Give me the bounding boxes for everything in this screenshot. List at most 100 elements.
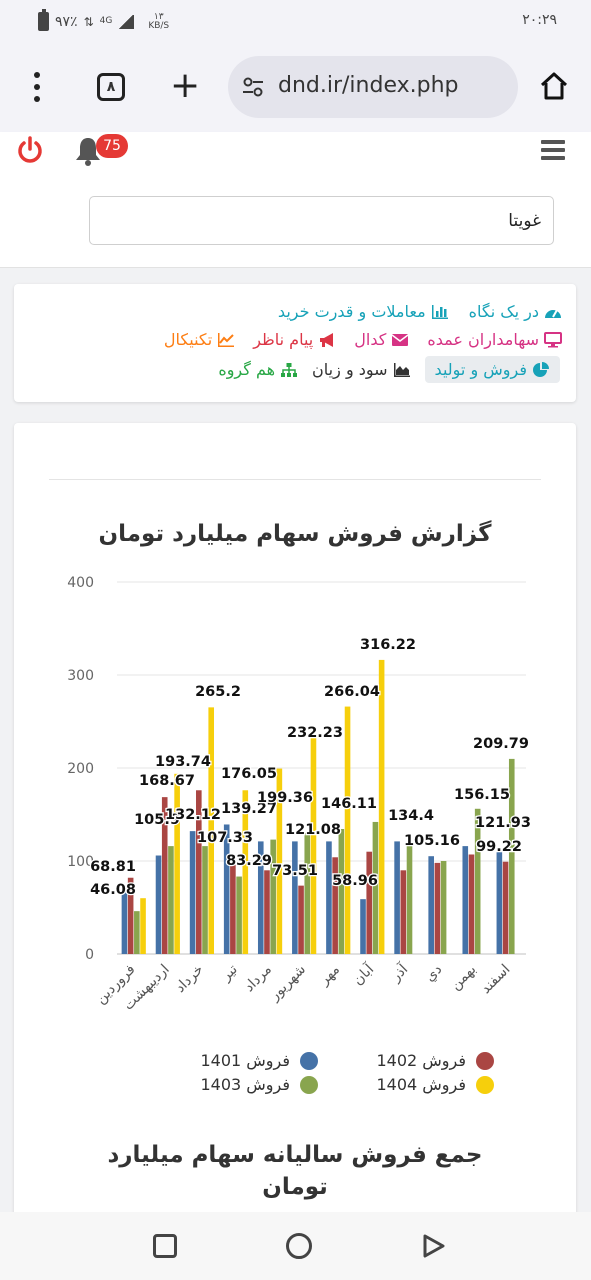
clock: ۲۰:۲۹	[522, 12, 557, 28]
legend-dot	[476, 1075, 494, 1094]
bar-2-1	[127, 877, 134, 954]
data-label: 193.74	[155, 754, 211, 770]
bar-3-10	[440, 861, 447, 954]
bar-3-7	[338, 829, 345, 954]
bar-3-4	[236, 876, 242, 954]
bar-1-4	[223, 824, 230, 954]
bar-1-7	[326, 841, 332, 954]
data-label: 134.4	[388, 808, 434, 824]
bar-4-8	[378, 659, 385, 954]
bar-2-9	[400, 870, 407, 954]
home-icon[interactable]	[538, 70, 570, 102]
bar-2-3	[196, 790, 202, 954]
legend-item-1402[interactable]: فروش 1402	[376, 1051, 494, 1070]
data-label: 105.9	[134, 812, 180, 828]
bar-1-8	[360, 899, 366, 954]
legend-item-1401[interactable]: فروش 1401	[200, 1051, 318, 1070]
browser-menu-icon[interactable]	[30, 72, 44, 102]
bar-4-4	[242, 790, 249, 954]
nav-trades[interactable]: معاملات و قدرت خرید	[278, 302, 449, 321]
annual-sales-chart-title: جمع فروش سالیانه سهام میلیارد تومان	[107, 1142, 483, 1200]
data-label: 121.08	[285, 822, 341, 838]
nav-major-shareholders[interactable]: سهامداران عمده	[427, 330, 562, 349]
symbol-nav-card: در یک نگاه معاملات و قدرت خرید سهامداران…	[14, 284, 576, 402]
bar-4-2	[174, 773, 180, 954]
nav-at-a-glance[interactable]: در یک نگاه	[469, 302, 562, 321]
bar-3-9	[406, 843, 413, 954]
data-label: 68.81	[90, 859, 136, 875]
status-bar: ۹۷٪ ⇅ 4G ۱۳ KB/S ۲۰:۲۹	[0, 0, 591, 42]
line-chart-icon	[218, 332, 235, 347]
address-bar[interactable]: dnd.ir/index.php	[228, 56, 518, 118]
nav-supervisor-message[interactable]: پیام ناظر	[253, 330, 336, 349]
data-label: 83.29	[226, 853, 272, 869]
legend-item-1404[interactable]: فروش 1404	[376, 1075, 494, 1094]
recents-button[interactable]	[153, 1234, 177, 1258]
notifications-button[interactable]: 75	[74, 134, 134, 168]
nav-profit-loss[interactable]: سود و زیان	[312, 360, 411, 379]
menu-icon[interactable]	[541, 140, 565, 160]
bar-3-2	[168, 846, 174, 954]
bar-3-3	[202, 846, 208, 954]
x-tick-label: اسفند	[478, 962, 514, 998]
nav-codal[interactable]: کدال	[354, 330, 409, 349]
chart-title: گزارش فروش سهام میلیارد تومان	[98, 521, 492, 547]
bar-2-10	[434, 862, 441, 954]
bar-1-3	[189, 831, 196, 954]
pie-chart-icon	[533, 361, 549, 377]
x-tick-label: آبان	[349, 960, 378, 989]
x-tick-label: مهر	[316, 962, 343, 989]
data-label: 156.15	[454, 787, 510, 803]
bar-4-3	[208, 707, 215, 954]
notification-badge: 75	[96, 134, 128, 158]
url-text: dnd.ir/index.php	[278, 73, 459, 98]
bar-1-11	[462, 846, 469, 954]
home-button[interactable]	[286, 1233, 312, 1259]
battery-icon	[38, 9, 49, 31]
data-label: 105.16	[404, 833, 460, 849]
bar-2-11	[468, 854, 475, 954]
data-label: 209.79	[473, 736, 529, 752]
signal-icon	[118, 14, 135, 29]
nav-peer-group[interactable]: هم گروه	[218, 360, 298, 379]
data-label: 73.51	[272, 863, 318, 879]
bar-1-10	[428, 856, 434, 954]
x-tick-label: دي	[422, 962, 445, 985]
data-label: 107.33	[197, 830, 253, 846]
system-nav-bar	[0, 1212, 591, 1280]
legend-dot	[300, 1051, 318, 1070]
data-label: 168.67	[139, 773, 195, 789]
bar-3-1	[134, 911, 140, 954]
nav-sales-production[interactable]: فروش و تولید	[424, 356, 560, 383]
bar-2-7	[332, 857, 338, 954]
bar-3-11	[474, 808, 481, 954]
bar-1-5	[257, 841, 264, 954]
data-label: 265.2	[195, 684, 241, 700]
nav-technical[interactable]: تکنیکال	[164, 330, 235, 349]
data-label: 199.36	[257, 790, 313, 806]
legend-item-1403[interactable]: فروش 1403	[200, 1075, 318, 1094]
tab-switcher-button[interactable]: ۸	[97, 73, 125, 101]
data-label: 316.22	[360, 637, 416, 653]
site-header: 75	[0, 132, 591, 268]
y-tick-label: 200	[67, 761, 94, 777]
bar-3-5	[270, 839, 276, 954]
search-input[interactable]	[89, 196, 554, 245]
bar-1-2	[155, 855, 162, 954]
bar-4-1	[140, 898, 146, 954]
site-settings-icon[interactable]	[242, 76, 264, 98]
data-label: 146.11	[321, 796, 377, 812]
bar-2-2	[161, 797, 168, 954]
bar-2-8	[366, 851, 373, 954]
browser-toolbar: ۸ + dnd.ir/index.php	[0, 42, 591, 132]
back-button[interactable]	[422, 1233, 446, 1259]
power-icon[interactable]	[16, 136, 44, 164]
new-tab-button[interactable]: +	[170, 65, 201, 106]
y-tick-label: 300	[67, 668, 94, 684]
bar-2-6	[298, 885, 304, 954]
data-label: 58.96	[332, 873, 378, 889]
sales-chart-card: گزارش فروش سهام میلیارد تومان 0 100 200 300…	[14, 423, 576, 1223]
bar-3-12	[508, 758, 515, 954]
bar-1-6	[292, 841, 298, 954]
